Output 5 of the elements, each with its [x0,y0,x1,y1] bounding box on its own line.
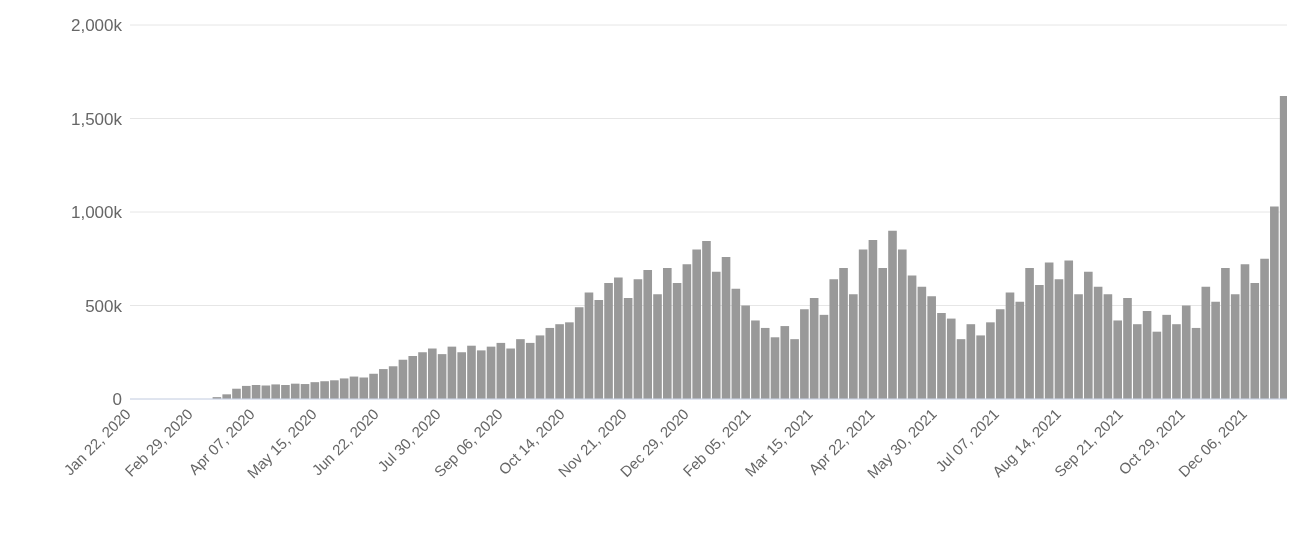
y-tick-label: 1,500k [70,109,123,129]
y-tick-label: 2,000k [70,16,123,36]
y-tick-label: 0 [112,390,122,410]
y-tick-label: 500k [85,296,123,316]
y-tick-label: 1,000k [70,203,123,223]
